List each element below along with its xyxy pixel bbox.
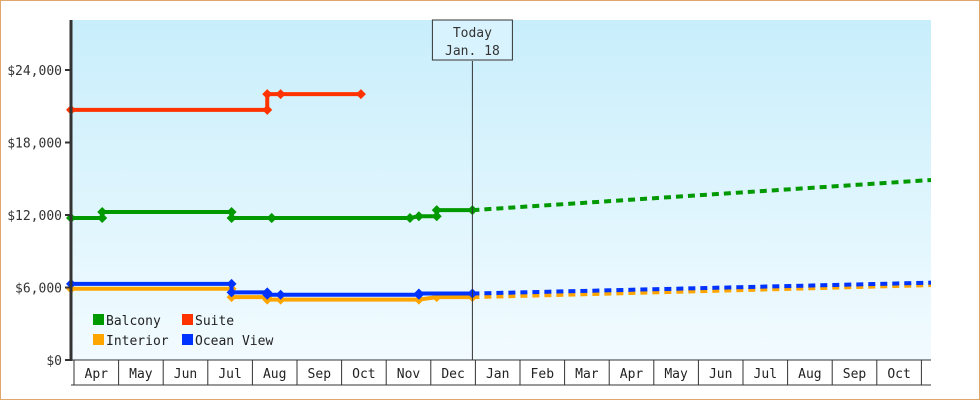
legend-label: Balcony	[106, 314, 161, 329]
legend-item-interior[interactable]: Interior	[93, 334, 169, 349]
month-label: Mar	[575, 367, 599, 382]
data-point-marker[interactable]	[97, 213, 108, 224]
month-label: Feb	[531, 367, 555, 382]
y-tick-label: $6,000	[15, 282, 62, 297]
today-box	[431, 19, 513, 61]
month-label: Jul	[754, 367, 777, 382]
data-point-marker[interactable]	[413, 211, 424, 222]
legend-label: Ocean View	[195, 334, 273, 349]
month-label: Jun	[709, 367, 732, 382]
today-label: Today	[453, 26, 492, 41]
forecast-line	[472, 177, 932, 213]
month-label: Apr	[85, 367, 109, 382]
month-label: Jul	[218, 367, 241, 382]
data-point-marker[interactable]	[262, 289, 273, 300]
month-label: Jun	[174, 367, 197, 382]
data-point-marker[interactable]	[226, 213, 237, 224]
today-marker: Today Jan. 18	[431, 19, 513, 360]
forecast-line	[472, 283, 932, 300]
data-point-marker[interactable]	[431, 211, 442, 222]
data-point-marker[interactable]	[97, 206, 108, 217]
legend-item-suite[interactable]: Suite	[182, 314, 234, 329]
legend: Balcony Suite Interior Ocean View	[93, 314, 273, 349]
data-point-marker[interactable]	[275, 289, 286, 300]
series-balcony	[66, 177, 932, 224]
data-point-marker[interactable]	[275, 89, 286, 100]
month-label: Sep	[308, 367, 332, 382]
month-label: Oct	[887, 367, 910, 382]
data-point-marker[interactable]	[262, 89, 273, 100]
month-label: May	[664, 367, 688, 382]
forecast-line	[472, 280, 932, 296]
legend-item-balcony[interactable]: Balcony	[93, 314, 161, 329]
month-label: Oct	[352, 367, 375, 382]
series-layer	[66, 89, 932, 305]
month-label: Aug	[263, 367, 286, 382]
data-point-marker[interactable]	[226, 287, 237, 298]
data-point-marker[interactable]	[266, 213, 277, 224]
data-point-marker[interactable]	[226, 278, 237, 289]
y-tick-label: $18,000	[7, 137, 62, 152]
month-label: Jan	[486, 367, 509, 382]
today-date: Jan. 18	[445, 44, 500, 59]
month-label: Dec	[441, 367, 464, 382]
y-tick-label: $12,000	[7, 209, 62, 224]
legend-swatch	[182, 334, 193, 345]
y-axis: $0 $6,000 $12,000 $18,000 $24,000	[7, 20, 73, 369]
legend-swatch	[93, 314, 104, 325]
data-point-marker[interactable]	[413, 288, 424, 299]
data-point-marker[interactable]	[262, 104, 273, 115]
legend-label: Interior	[106, 334, 169, 349]
y-tick-label: $0	[46, 354, 62, 369]
month-label: Aug	[798, 367, 821, 382]
data-point-marker[interactable]	[226, 206, 237, 217]
x-axis: Apr May Jun Jul Aug Sep Oct Nov Dec Jan Feb Mar Apr M…	[71, 359, 931, 386]
legend-label: Suite	[195, 314, 234, 329]
legend-item-ocean-view[interactable]: Ocean View	[182, 334, 273, 349]
month-label: Apr	[620, 367, 644, 382]
month-label: Nov	[397, 367, 421, 382]
month-label: May	[129, 367, 153, 382]
legend-swatch	[182, 314, 193, 325]
data-point-marker[interactable]	[355, 89, 366, 100]
data-point-marker[interactable]	[404, 213, 415, 224]
y-tick-label: $24,000	[7, 64, 62, 79]
month-label: Sep	[843, 367, 867, 382]
data-point-marker[interactable]	[431, 205, 442, 216]
legend-swatch	[93, 334, 104, 345]
